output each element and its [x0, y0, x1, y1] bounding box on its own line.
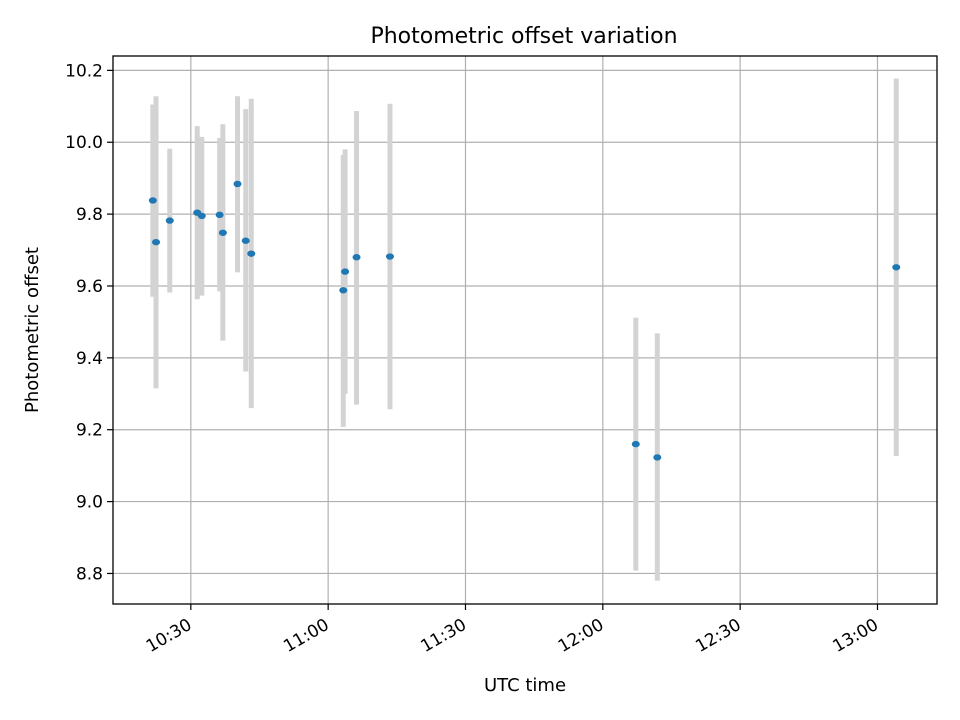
y-tick-label: 9.8: [76, 205, 103, 225]
data-point: [148, 197, 157, 204]
data-point: [631, 440, 640, 448]
y-tick-label: 9.2: [76, 421, 103, 441]
y-tick-label: 10.2: [65, 61, 103, 81]
data-point: [165, 217, 174, 224]
plot-frame: [112, 55, 938, 605]
chart-title: Photometric offset variation: [370, 24, 677, 49]
data-point: [339, 287, 348, 294]
y-tick-label: 9.6: [76, 277, 103, 297]
data-point: [241, 237, 250, 244]
error-bars: [150, 78, 899, 581]
y-tick-label: 9.4: [76, 349, 103, 369]
y-axis-label: Photometric offset: [22, 247, 43, 413]
x-tick-label: 11:30: [418, 615, 470, 657]
data-point: [352, 254, 361, 261]
data-point: [892, 264, 901, 271]
data-point: [233, 180, 242, 188]
x-tick-label: 12:30: [692, 615, 744, 657]
x-tick-label: 12:00: [555, 615, 607, 657]
x-tick-label: 13:00: [830, 615, 882, 657]
data-point: [247, 250, 256, 257]
data-point: [385, 253, 394, 260]
x-tick-label: 10:30: [143, 615, 195, 657]
y-tick-label: 8.8: [76, 564, 103, 584]
data-point: [341, 268, 350, 275]
y-axis-ticks: 8.8 9.0 9.2 9.4 9.6 9.8 10.0 10.2: [65, 61, 113, 584]
data-point: [197, 212, 206, 220]
x-axis-ticks: 10:30 11:00 11:30 12:00 12:30 13:00: [143, 604, 882, 657]
x-axis-label: UTC time: [484, 675, 566, 696]
y-tick-label: 10.0: [65, 133, 103, 153]
x-tick-label: 11:00: [280, 615, 332, 657]
data-point: [152, 238, 161, 246]
data-point: [215, 211, 224, 219]
data-points: [148, 180, 901, 461]
data-point: [218, 229, 227, 236]
y-tick-label: 9.0: [76, 493, 103, 513]
data-point: [653, 454, 662, 461]
